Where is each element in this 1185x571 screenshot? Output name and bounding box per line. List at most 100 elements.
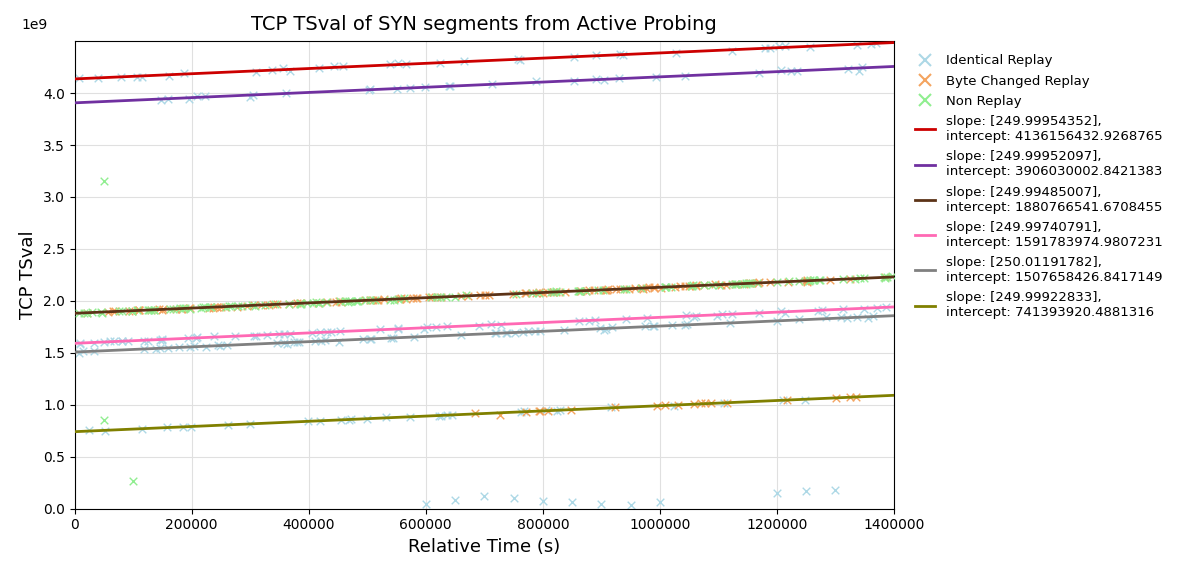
- Identical Replay: [587, 74, 606, 83]
- Identical Replay: [832, 313, 851, 322]
- Byte Changed Replay: [595, 286, 614, 295]
- Identical Replay: [310, 327, 329, 336]
- Identical Replay: [111, 73, 130, 82]
- Non Replay: [109, 307, 128, 316]
- Byte Changed Replay: [741, 279, 760, 288]
- Identical Replay: [707, 312, 726, 321]
- Byte Changed Replay: [694, 280, 713, 289]
- Non Replay: [180, 304, 199, 313]
- Byte Changed Replay: [142, 305, 161, 315]
- Non Replay: [446, 292, 465, 301]
- Non Replay: [542, 287, 561, 296]
- Identical Replay: [139, 336, 158, 345]
- Identical Replay: [551, 406, 570, 415]
- Byte Changed Replay: [645, 283, 664, 292]
- Byte Changed Replay: [666, 282, 685, 291]
- Byte Changed Replay: [245, 301, 264, 310]
- Identical Replay: [158, 423, 177, 432]
- Identical Replay: [377, 412, 396, 421]
- Byte Changed Replay: [543, 288, 562, 297]
- Non Replay: [723, 279, 742, 288]
- Byte Changed Replay: [491, 410, 510, 419]
- Non Replay: [395, 294, 414, 303]
- Identical Replay: [312, 337, 331, 346]
- Non Replay: [297, 298, 316, 307]
- Identical Replay: [440, 81, 459, 90]
- Byte Changed Replay: [389, 294, 408, 303]
- Identical Replay: [645, 321, 664, 331]
- Byte Changed Replay: [743, 278, 762, 287]
- Non Replay: [201, 303, 220, 312]
- Non Replay: [365, 296, 384, 305]
- Byte Changed Replay: [530, 407, 549, 416]
- Byte Changed Replay: [480, 290, 499, 299]
- Non Replay: [833, 274, 852, 283]
- Identical Replay: [847, 41, 866, 50]
- Identical Replay: [246, 67, 265, 77]
- Identical Replay: [416, 82, 435, 91]
- Non Replay: [684, 280, 703, 289]
- Identical Replay: [289, 337, 308, 347]
- Identical Replay: [180, 343, 199, 352]
- Non Replay: [681, 282, 700, 291]
- Identical Replay: [775, 42, 794, 51]
- Identical Replay: [181, 423, 200, 432]
- Identical Replay: [666, 49, 685, 58]
- Byte Changed Replay: [706, 280, 725, 289]
- Identical Replay: [511, 55, 530, 65]
- Identical Replay: [280, 329, 299, 339]
- Byte Changed Replay: [326, 297, 345, 307]
- Byte Changed Replay: [212, 302, 231, 311]
- Identical Replay: [401, 83, 419, 93]
- Byte Changed Replay: [598, 285, 617, 294]
- Byte Changed Replay: [645, 283, 664, 292]
- Identical Replay: [487, 328, 506, 337]
- Byte Changed Replay: [530, 288, 549, 297]
- Non Replay: [145, 305, 164, 315]
- Non Replay: [348, 296, 367, 305]
- Identical Replay: [590, 324, 609, 333]
- Identical Replay: [275, 329, 294, 339]
- Byte Changed Replay: [607, 284, 626, 293]
- Byte Changed Replay: [466, 409, 485, 418]
- Byte Changed Replay: [451, 292, 470, 301]
- Byte Changed Replay: [374, 295, 393, 304]
- Non Replay: [589, 286, 608, 295]
- Identical Replay: [864, 312, 883, 321]
- Byte Changed Replay: [515, 288, 534, 297]
- Non Replay: [200, 303, 219, 312]
- Non Replay: [219, 301, 238, 311]
- Byte Changed Replay: [431, 292, 450, 301]
- Non Replay: [737, 279, 756, 288]
- Byte Changed Replay: [459, 291, 478, 300]
- Byte Changed Replay: [423, 293, 442, 302]
- Identical Replay: [470, 321, 489, 330]
- Byte Changed Replay: [396, 294, 415, 303]
- Identical Replay: [275, 338, 294, 347]
- Identical Replay: [531, 327, 550, 336]
- Byte Changed Replay: [517, 408, 536, 417]
- Identical Replay: [104, 336, 123, 345]
- Non Replay: [113, 306, 132, 315]
- Identical Replay: [133, 424, 152, 433]
- Byte Changed Replay: [331, 297, 350, 306]
- Identical Replay: [150, 335, 169, 344]
- Identical Replay: [481, 320, 500, 329]
- Identical Replay: [196, 91, 214, 100]
- Byte Changed Replay: [122, 306, 141, 315]
- Byte Changed Replay: [571, 287, 590, 296]
- Identical Replay: [128, 73, 147, 82]
- Non Replay: [436, 292, 455, 301]
- Byte Changed Replay: [403, 293, 422, 303]
- Non Replay: [389, 294, 408, 303]
- Identical Replay: [451, 331, 470, 340]
- Non Replay: [83, 308, 102, 317]
- Identical Replay: [306, 336, 325, 345]
- Identical Replay: [389, 324, 408, 333]
- Byte Changed Replay: [78, 308, 97, 317]
- Identical Replay: [187, 333, 206, 342]
- Non Replay: [139, 305, 158, 315]
- Byte Changed Replay: [153, 305, 172, 314]
- Non Replay: [851, 274, 870, 283]
- Identical Replay: [179, 95, 198, 104]
